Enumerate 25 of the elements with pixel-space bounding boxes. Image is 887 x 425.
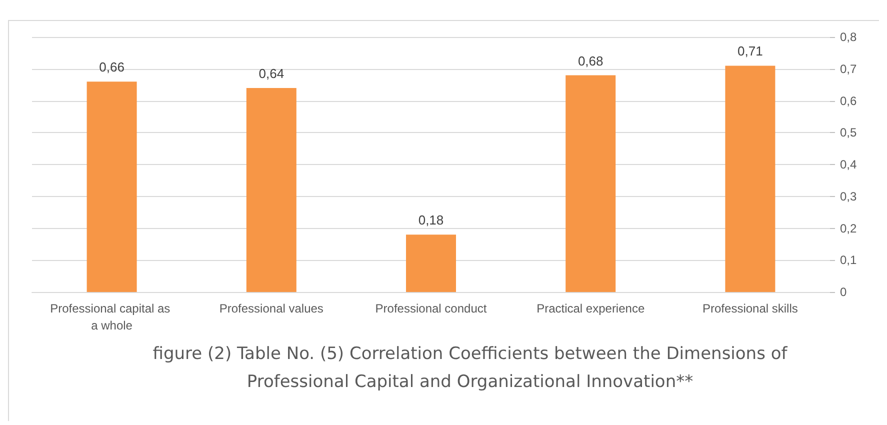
y-tick-label: 0,6	[840, 94, 858, 108]
y-tick-label: 0,1	[840, 253, 858, 268]
x-tick-label: Practical experience	[536, 302, 645, 316]
y-tick-label: 0,4	[840, 158, 858, 172]
data-label: 0,66	[99, 60, 124, 75]
y-tick-label: 0,2	[840, 221, 858, 236]
bar	[246, 88, 296, 292]
y-tick-label: 0,3	[840, 189, 858, 204]
data-label: 0,64	[258, 66, 284, 81]
text: figure (2) Table No. (5) Correlation Coefficients between the Dimensions of Professional Capital and Organizational Innovation**	[152, 343, 788, 394]
y-tick-label: 0,8	[840, 30, 858, 44]
y-tick-label: 0,5	[840, 126, 858, 140]
bar	[406, 234, 456, 292]
x-tick-label: Professional conduct	[375, 302, 488, 316]
bar	[566, 75, 616, 292]
data-label: 0,68	[578, 53, 604, 68]
bar	[86, 82, 137, 292]
bar	[725, 66, 776, 292]
y-tick-label: 0	[840, 285, 847, 299]
data-label: 0,71	[738, 44, 763, 59]
x-tick-label: Professional skills	[702, 302, 798, 316]
x-tick-label: Professional capital as a whole	[50, 302, 174, 332]
y-tick-label: 0,7	[840, 62, 858, 76]
data-label: 0,18	[418, 212, 444, 228]
x-tick-label: Professional values	[219, 302, 324, 316]
